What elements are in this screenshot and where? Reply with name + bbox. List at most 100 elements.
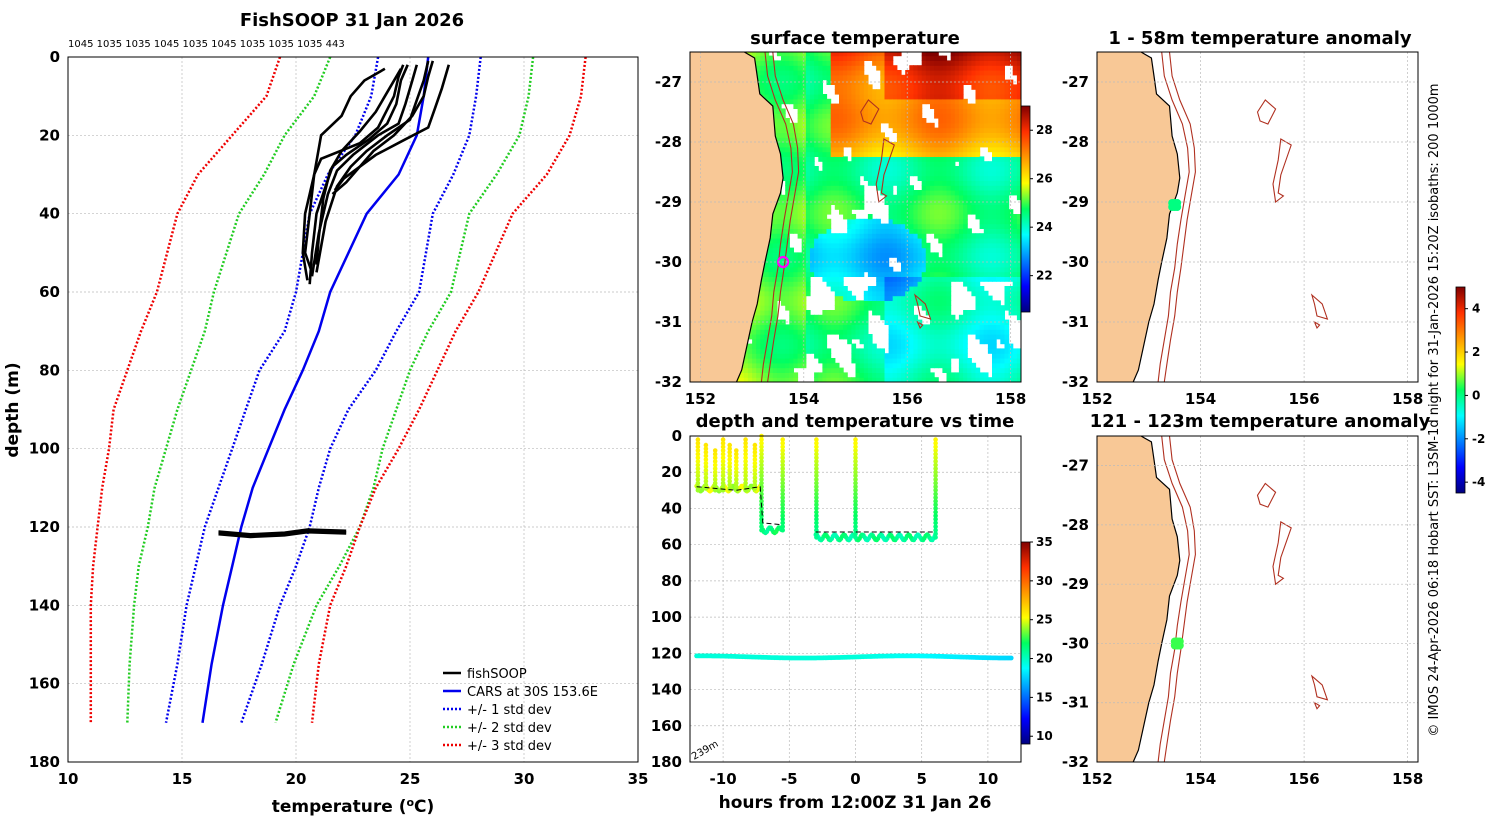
sst-cell bbox=[996, 194, 1001, 201]
sst-cell bbox=[975, 324, 981, 330]
sst-cell bbox=[1008, 55, 1014, 61]
sst-cell bbox=[901, 290, 906, 297]
sst-cell bbox=[834, 305, 840, 311]
sst-cell bbox=[884, 367, 890, 373]
sst-cell bbox=[901, 295, 906, 301]
sst-cell bbox=[776, 60, 782, 66]
sst-cell bbox=[888, 358, 894, 364]
sst-cell bbox=[1004, 52, 1010, 57]
sst-cell bbox=[859, 74, 865, 81]
sst-cell bbox=[930, 190, 935, 196]
sst-cell bbox=[942, 127, 948, 133]
sst-cell bbox=[834, 300, 840, 306]
sst-cell bbox=[843, 194, 848, 201]
sst-cell bbox=[1016, 353, 1021, 359]
sst-cell bbox=[876, 127, 881, 133]
sst-cell bbox=[942, 65, 948, 71]
sst-cell bbox=[913, 377, 919, 382]
sst-cell bbox=[830, 233, 836, 239]
sst-cell bbox=[764, 276, 770, 282]
sst-cell bbox=[917, 84, 923, 90]
sst-cell bbox=[855, 334, 861, 340]
sst-cell bbox=[747, 353, 753, 359]
sst-cell bbox=[975, 137, 981, 143]
sst-title: surface temperature bbox=[750, 28, 960, 49]
sst-cell bbox=[797, 127, 803, 133]
sst-cell bbox=[834, 185, 840, 191]
sst-cell bbox=[781, 108, 786, 114]
sst-cell bbox=[805, 276, 811, 282]
sst-cell bbox=[884, 194, 890, 201]
sst-cell bbox=[888, 324, 894, 330]
sst-cell bbox=[958, 146, 964, 153]
sst-cell bbox=[996, 276, 1001, 282]
sst-cell bbox=[921, 334, 927, 340]
sst-cell bbox=[822, 118, 828, 124]
sst-cell bbox=[772, 372, 778, 378]
sst-cell bbox=[925, 190, 931, 196]
sst-cell bbox=[814, 103, 819, 109]
sst-cell bbox=[979, 324, 985, 330]
sst-cell bbox=[967, 127, 972, 133]
sst-cell bbox=[863, 166, 869, 172]
sst-cell bbox=[892, 166, 898, 172]
sst-cell bbox=[867, 52, 873, 57]
sst-cell bbox=[963, 156, 968, 162]
sst-cell bbox=[781, 257, 786, 263]
sst-cell bbox=[938, 233, 943, 239]
sst-cell bbox=[930, 295, 935, 301]
sst-cell bbox=[752, 343, 757, 349]
sst-cell bbox=[942, 286, 948, 292]
sst-cell bbox=[843, 156, 848, 162]
sst-cell bbox=[830, 276, 836, 282]
sst-cell bbox=[772, 242, 778, 249]
sst-cell bbox=[764, 372, 770, 378]
sst-cell bbox=[847, 257, 852, 263]
sst-cell bbox=[772, 214, 778, 220]
sst-cell bbox=[760, 324, 765, 330]
sst-cell bbox=[855, 156, 861, 162]
sst-cell bbox=[880, 286, 885, 292]
sst-cell bbox=[760, 290, 765, 297]
sst-cell bbox=[810, 266, 815, 273]
sst-cell bbox=[901, 94, 906, 100]
sst-cell bbox=[1004, 146, 1010, 153]
sst-cell bbox=[776, 142, 782, 148]
sst-cell bbox=[896, 252, 902, 258]
sst-cell bbox=[1012, 377, 1018, 382]
sst-cell bbox=[975, 151, 981, 157]
sst-cell bbox=[996, 324, 1001, 330]
sst-cell bbox=[818, 98, 823, 105]
sst-cell bbox=[859, 334, 865, 340]
sst-cell bbox=[930, 156, 935, 162]
sst-cell bbox=[938, 214, 943, 220]
sst-cell bbox=[917, 353, 923, 359]
sst-cell bbox=[909, 266, 914, 273]
sst-cell bbox=[975, 262, 981, 268]
sst-cell bbox=[946, 262, 952, 268]
sst-cell bbox=[930, 223, 935, 229]
sst-cell bbox=[909, 353, 914, 359]
sst-cell bbox=[826, 233, 832, 239]
sst-cell bbox=[826, 108, 832, 114]
sst-cell bbox=[909, 290, 914, 297]
sst-cell bbox=[826, 362, 832, 369]
sst-cell bbox=[996, 142, 1001, 148]
sst-cell bbox=[913, 113, 919, 119]
sst-cell bbox=[847, 271, 852, 277]
sst-cell bbox=[892, 276, 898, 282]
sst-cell bbox=[967, 329, 972, 335]
sst-cell bbox=[768, 338, 774, 345]
sst-cell bbox=[992, 118, 997, 124]
time-title: depth and temperature vs time bbox=[696, 411, 1015, 432]
sst-cell bbox=[826, 74, 832, 81]
sst-cell bbox=[950, 151, 956, 157]
sst-cell bbox=[1000, 372, 1005, 378]
sst-cell bbox=[946, 161, 952, 167]
sst-cell bbox=[921, 209, 927, 215]
sst-cell bbox=[818, 180, 823, 186]
sst-cell bbox=[987, 74, 993, 81]
sst-cell bbox=[797, 305, 803, 311]
sst-cell bbox=[772, 300, 778, 306]
